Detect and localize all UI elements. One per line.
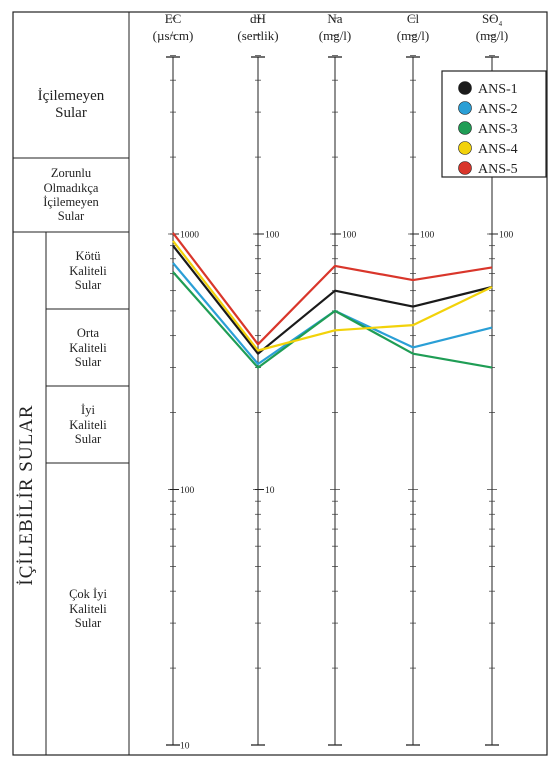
- series-ans-3: [172, 271, 493, 369]
- axis-unit: (mg/l): [476, 28, 509, 43]
- chart-svg: 2000010000100010010EC(µs/cm)100010010dH(…: [12, 2, 548, 756]
- axis-title: Na: [327, 11, 342, 26]
- legend-label: ANS-5: [478, 162, 518, 177]
- legend-marker: [458, 101, 472, 115]
- legend-marker: [458, 141, 472, 155]
- tick-label: 100: [265, 231, 280, 241]
- series-ans-1: [172, 245, 493, 355]
- legend-label: ANS-4: [478, 142, 518, 157]
- category-non-potable: İçilemeyen Sular: [37, 87, 105, 121]
- legend-marker: [458, 161, 472, 175]
- legend-marker: [458, 81, 472, 95]
- tick-label: 100: [180, 486, 195, 496]
- axis-title: SO4: [482, 11, 503, 28]
- schoeller-diagram: 2000010000100010010EC(µs/cm)100010010dH(…: [12, 2, 548, 756]
- category-conditionally-non-potable: Zorunlu Olmadıkça İçilemeyen Sular: [43, 166, 99, 224]
- category-good-quality: İyi Kaliteli Sular: [69, 403, 107, 447]
- outer-frame: [12, 11, 548, 756]
- tick-label: 100: [420, 231, 435, 241]
- legend: ANS-1 ANS-2 ANS-3 ANS-4 ANS-5: [441, 70, 547, 178]
- tick-label: 100: [342, 231, 357, 241]
- legend-label: ANS-2: [478, 102, 518, 117]
- series-ans-5: [172, 232, 493, 346]
- axis-unit: (µs/cm): [153, 28, 194, 43]
- legend-marker: [458, 121, 472, 135]
- axis-title: EC: [165, 11, 182, 26]
- tick-label: 100: [499, 231, 514, 241]
- tick-label: 10: [265, 486, 275, 496]
- axis-title: dH: [250, 11, 266, 26]
- axis-na: 50001000100Na(mg/l): [319, 2, 357, 746]
- axis-unit: (mg/l): [397, 28, 430, 43]
- category-medium-quality: Orta Kaliteli Sular: [69, 326, 107, 370]
- axis-unit: (sertlik): [237, 28, 278, 43]
- legend-label: ANS-3: [478, 122, 518, 137]
- axis-ec: 2000010000100010010EC(µs/cm): [153, 2, 199, 752]
- series-ans-4: [172, 240, 493, 352]
- axis-unit: (mg/l): [319, 28, 352, 43]
- category-poor-quality: Kötü Kaliteli Sular: [69, 249, 107, 293]
- axis-dh: 100010010dH(sertlik): [237, 2, 280, 746]
- tick-label: 1000: [180, 231, 199, 241]
- legend-label: ANS-1: [478, 82, 518, 97]
- axis-cl: 80001000100Cl(mg/l): [397, 2, 435, 746]
- axis-title: Cl: [407, 11, 420, 26]
- category-very-good-quality: Çok İyi Kaliteli Sular: [69, 587, 107, 631]
- potable-waters-label: İÇİLEBİLİR SULAR: [16, 404, 38, 586]
- tick-label: 10: [180, 742, 190, 752]
